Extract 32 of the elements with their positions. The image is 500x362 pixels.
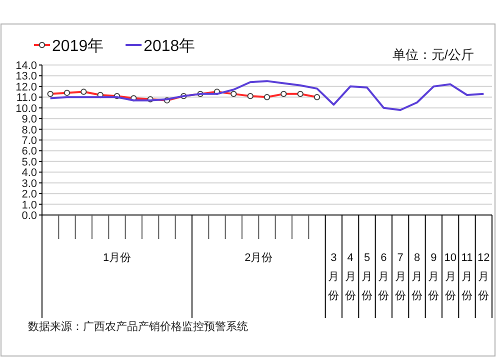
y-tick-label: 13.0	[16, 70, 37, 83]
legend-label: 2019年	[52, 38, 104, 55]
text: 2月份	[244, 252, 273, 264]
y-tick-label: 14.0	[16, 60, 37, 72]
x-tick-label: 5月份	[362, 252, 372, 302]
text: 单位：元/公斤	[392, 47, 474, 62]
y-tick-label: 7.0	[22, 135, 37, 147]
x-tick-label: 6月份	[378, 252, 390, 302]
y-tick-label: 5.0	[22, 156, 37, 168]
y-tick-label: 12.0	[16, 81, 37, 94]
x-tick-label: 11月份	[461, 252, 473, 302]
x-tick-label: 9月份	[428, 252, 440, 302]
x-tick-label: 7月份	[394, 252, 406, 302]
x-tick-label: 4月份	[344, 252, 356, 302]
x-tick-label: 8月份	[412, 252, 422, 302]
legend-label: 2018年	[144, 38, 196, 55]
y-tick-label: 6.0	[22, 146, 37, 158]
y-tick-label: 8.0	[22, 124, 37, 136]
x-tick-label: 10月份	[444, 252, 456, 302]
x-tick-label: 12月份	[478, 252, 490, 302]
y-tick-label: 9.0	[22, 114, 37, 126]
line-series	[49, 80, 485, 111]
y-tick-label: 10.0	[16, 102, 37, 115]
source-note: 数据来源：广西农产品产销价格监控预警系统	[28, 320, 248, 333]
text: 1月份	[102, 252, 132, 264]
y-tick-label: 4.0	[22, 167, 37, 180]
y-tick-label: 2.0	[22, 188, 37, 201]
y-tick-label: 1.0	[22, 199, 37, 212]
y-tick-label: 3.0	[22, 178, 37, 190]
y-tick-label: 0.0	[22, 210, 37, 222]
x-tick-label: 3月份	[328, 252, 340, 302]
y-tick-label: 11.0	[16, 92, 37, 104]
